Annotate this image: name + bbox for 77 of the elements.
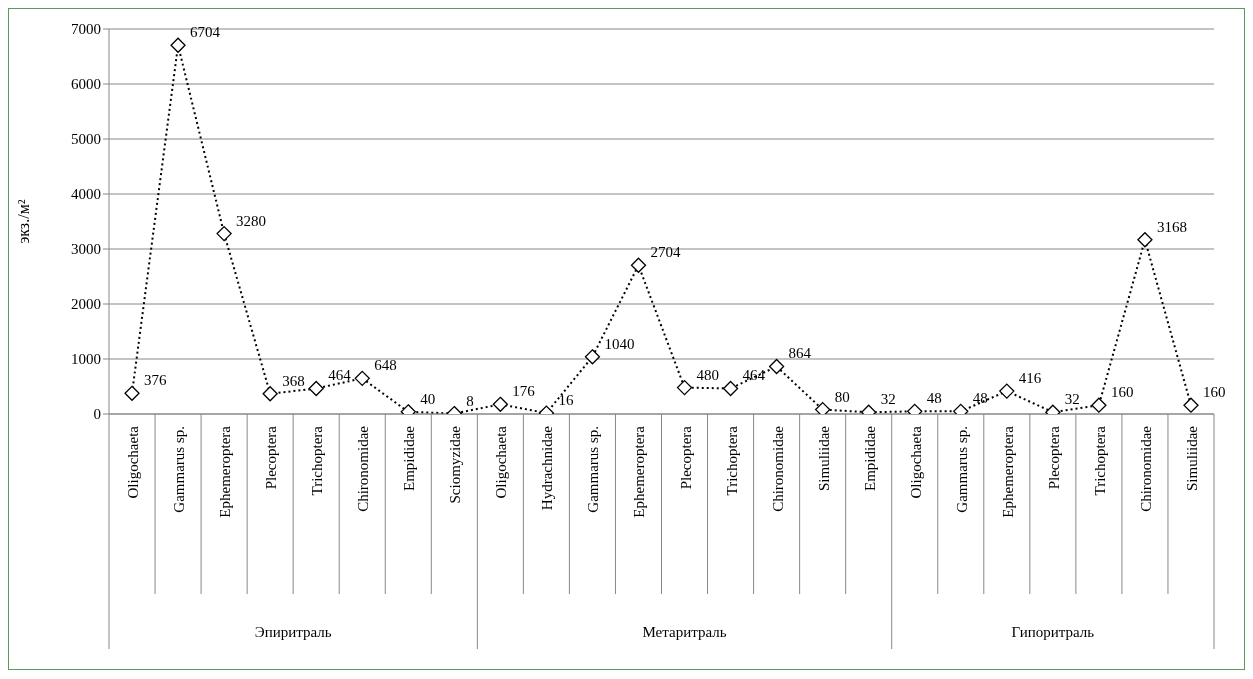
- data-label: 3168: [1156, 218, 1187, 235]
- data-label: 176: [512, 383, 536, 400]
- x-tick-label: Oligochaeta: [125, 425, 142, 499]
- data-label: 864: [788, 345, 812, 362]
- x-tick-label: Plecoptera: [263, 425, 280, 490]
- point: [262, 386, 278, 402]
- x-tick-label: Gammarus sp.: [171, 426, 188, 513]
- data-label: 160: [1202, 384, 1226, 401]
- point: [1137, 232, 1153, 248]
- data-label: 8: [466, 392, 474, 409]
- data-label: 3280: [236, 212, 267, 229]
- x-tick-label: Oligochaeta: [907, 425, 924, 499]
- point: [354, 370, 370, 387]
- x-tick-label: Sciomyzidae: [447, 425, 464, 504]
- x-tick-label: Empididae: [401, 425, 418, 491]
- text: Метаритраль: [642, 624, 727, 640]
- y-tick-label: 4000: [71, 186, 101, 203]
- data-label: 16: [558, 392, 574, 409]
- x-tick-label: Trichoptera: [723, 425, 740, 496]
- point: [999, 383, 1015, 399]
- data-label: 32: [880, 391, 896, 408]
- data-label: 48: [926, 390, 942, 407]
- x-tick-label: Ephemeroptera: [999, 425, 1016, 518]
- point: [768, 358, 785, 375]
- x-tick-label: Ephemeroptera: [217, 425, 234, 518]
- data-label: 648: [374, 357, 397, 374]
- data-label: 32: [1064, 391, 1080, 408]
- text: Эпиритраль: [254, 624, 332, 640]
- y-tick-label: 6000: [71, 76, 101, 93]
- point: [815, 401, 831, 414]
- data-label: 1040: [604, 335, 635, 352]
- point: [492, 396, 508, 412]
- data-label: 80: [834, 388, 850, 405]
- x-tick-label: Gammarus sp.: [953, 426, 970, 513]
- x-tick-label: Ephemeroptera: [631, 425, 648, 518]
- point: [308, 380, 324, 397]
- y-tick-label: 0: [93, 406, 101, 423]
- x-tick-label: Oligochaeta: [493, 425, 510, 499]
- point: [170, 37, 186, 53]
- point: [124, 385, 140, 401]
- x-tick-label: Trichoptera: [309, 425, 326, 496]
- data-label: 416: [1018, 370, 1042, 387]
- point: [676, 379, 693, 396]
- data-label: 464: [328, 367, 352, 384]
- data-label: 464: [742, 367, 766, 384]
- data-label: 368: [282, 372, 305, 389]
- x-tick-label: Trichoptera: [1091, 425, 1108, 496]
- x-tick-label: Chironomidae: [355, 425, 372, 512]
- data-label: 480: [696, 366, 720, 383]
- x-tick-label: Chironomidae: [769, 425, 786, 512]
- data-label: 376: [144, 372, 168, 389]
- x-tick-label: Plecoptera: [677, 425, 694, 490]
- x-tick-label: Simuliidae: [815, 425, 832, 491]
- x-tick-label: Simuliidae: [1183, 425, 1200, 491]
- x-tick-label: Empididae: [861, 425, 878, 491]
- y-tick-label: 1000: [71, 351, 101, 368]
- point: [1183, 397, 1199, 413]
- text: Гипоритраль: [1011, 624, 1095, 640]
- x-tick-label: Plecoptera: [1045, 425, 1062, 490]
- data-label: 48: [972, 390, 988, 407]
- x-tick-label: Chironomidae: [1137, 425, 1154, 512]
- x-tick-label: Gammarus sp.: [585, 426, 602, 513]
- data-label: 6704: [190, 24, 221, 41]
- y-tick-label: 3000: [71, 241, 101, 258]
- point: [216, 225, 232, 242]
- data-label: 160: [1110, 384, 1134, 401]
- data-label: 40: [420, 390, 436, 407]
- y-tick-label: 7000: [71, 21, 101, 38]
- y-tick-label: 5000: [71, 131, 101, 148]
- point: [1091, 397, 1107, 413]
- data-label: 2704: [650, 244, 681, 261]
- point: [584, 349, 601, 365]
- y-axis-title: экз./м²: [14, 199, 32, 244]
- point: [722, 380, 739, 397]
- x-tick-label: Hydrachnidae: [539, 425, 556, 511]
- y-tick-label: 2000: [71, 296, 101, 313]
- point: [630, 257, 647, 273]
